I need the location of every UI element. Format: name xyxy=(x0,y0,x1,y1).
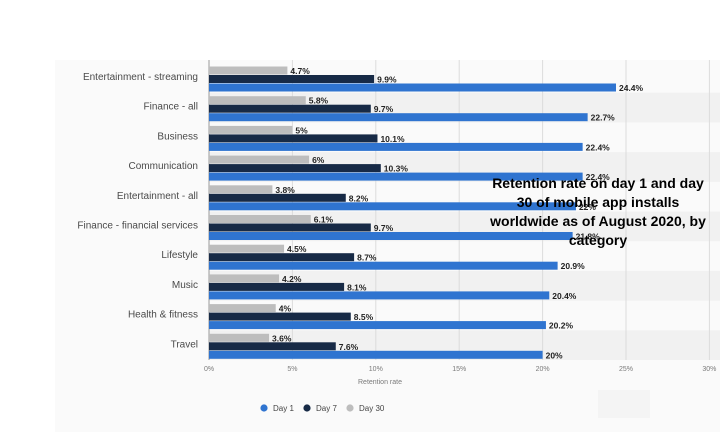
x-tick-label: 5% xyxy=(287,366,297,373)
bar-day-7[interactable] xyxy=(209,312,351,321)
bar-day-1[interactable] xyxy=(209,321,546,330)
bar-day-1[interactable] xyxy=(209,172,583,181)
category-label: Business xyxy=(157,131,198,142)
data-label: 4.7% xyxy=(290,66,310,76)
data-label: 22.4% xyxy=(586,172,611,182)
bar-day-1[interactable] xyxy=(209,350,543,359)
bar-day-7[interactable] xyxy=(209,75,375,83)
bar-day-7[interactable] xyxy=(209,223,371,232)
data-label: 22.4% xyxy=(586,142,611,152)
category-labels: Entertainment - streaming Finance - all Bu… xyxy=(77,72,198,350)
data-label: 4.2% xyxy=(282,274,302,284)
bar-day-1[interactable] xyxy=(209,291,550,300)
legend-swatch xyxy=(260,404,268,412)
bar-day-30[interactable] xyxy=(209,155,310,164)
legend-item-day-1[interactable]: Day 1 xyxy=(260,404,294,413)
bar-day-30[interactable] xyxy=(209,66,288,75)
bar-day-1[interactable] xyxy=(209,83,616,92)
x-tick-label: 25% xyxy=(619,366,633,373)
bar-day-30[interactable] xyxy=(209,304,276,313)
data-label: 9.7% xyxy=(374,223,394,233)
category-label: Finance - financial services xyxy=(77,221,198,232)
data-label: 8.5% xyxy=(354,312,374,322)
bar-day-30[interactable] xyxy=(209,215,311,223)
x-tick-label: 10% xyxy=(369,366,383,373)
data-label: 10.3% xyxy=(384,164,409,174)
data-label: 21.8% xyxy=(576,232,601,242)
data-label: 20% xyxy=(546,350,563,360)
bar-day-1[interactable] xyxy=(209,202,576,211)
bar-day-7[interactable] xyxy=(209,164,381,173)
data-label: 20.2% xyxy=(549,321,574,331)
decorative-box xyxy=(598,390,650,418)
data-label: 8.7% xyxy=(357,253,377,263)
bar-day-30[interactable] xyxy=(209,125,293,134)
chart-title: Retention rate on day 1 and day 30 of mo… xyxy=(490,175,706,248)
data-label: 20.4% xyxy=(552,291,577,301)
bar-day-30[interactable] xyxy=(209,244,285,253)
data-label: 22% xyxy=(579,202,596,212)
data-label: 4% xyxy=(279,304,292,314)
data-label: 3.6% xyxy=(272,333,292,343)
bar-day-1[interactable] xyxy=(209,261,558,270)
category-label: Entertainment - all xyxy=(117,191,198,202)
legend-swatch xyxy=(303,404,311,412)
bars xyxy=(209,66,616,359)
data-label: 5% xyxy=(295,125,308,135)
data-label: 6% xyxy=(312,155,325,165)
data-label: 3.8% xyxy=(275,185,295,195)
legend-label: Day 30 xyxy=(359,404,385,413)
x-axis-title: Retention rate xyxy=(358,379,402,386)
category-label: Entertainment - streaming xyxy=(83,72,198,83)
data-label: 20.9% xyxy=(561,261,586,271)
x-axis-ticks: 0%5%10%15%20%25%30%35%40% xyxy=(204,366,716,373)
legend-item-day-30[interactable]: Day 30 xyxy=(346,404,385,413)
category-label: Lifestyle xyxy=(161,250,198,261)
category-label: Finance - all xyxy=(144,102,198,113)
data-label: 10.1% xyxy=(380,134,405,144)
bar-day-30[interactable] xyxy=(209,274,280,283)
bar-day-1[interactable] xyxy=(209,142,583,151)
legend-label: Day 1 xyxy=(273,404,294,413)
data-label: 7.6% xyxy=(339,342,359,352)
bar-day-1[interactable] xyxy=(209,113,588,122)
bar-day-7[interactable] xyxy=(209,253,355,262)
legend[interactable]: Day 1 Day 7 Day 30 xyxy=(260,404,385,413)
bar-day-7[interactable] xyxy=(209,342,336,351)
bar-day-7[interactable] xyxy=(209,134,378,143)
category-label: Music xyxy=(172,280,198,291)
category-label: Health & fitness xyxy=(128,310,198,321)
data-label: 22.7% xyxy=(591,113,616,123)
data-label: 8.2% xyxy=(349,193,369,203)
bar-day-30[interactable] xyxy=(209,96,306,105)
data-label: 9.7% xyxy=(374,104,394,114)
data-label: 8.1% xyxy=(347,282,367,292)
data-label: 9.9% xyxy=(377,75,397,85)
x-tick-label: 30% xyxy=(702,366,716,373)
value-labels: 4.7% 5.8% 5% 6% 3.8% 6.1% 4.5% 4.2% 4% 3.6% 9.9% 9.… xyxy=(272,66,643,360)
x-tick-label: 15% xyxy=(452,366,466,373)
data-label: 24.4% xyxy=(619,83,644,93)
legend-swatch xyxy=(346,404,354,412)
category-label: Communication xyxy=(129,161,198,172)
bar-day-7[interactable] xyxy=(209,193,346,202)
x-tick-label: 0% xyxy=(204,366,214,373)
category-label: Travel xyxy=(171,339,198,350)
data-label: 5.8% xyxy=(309,96,329,106)
bar-day-1[interactable] xyxy=(209,232,573,240)
bar-day-7[interactable] xyxy=(209,282,345,291)
data-label: 4.5% xyxy=(287,244,307,254)
bar-day-30[interactable] xyxy=(209,185,273,194)
bar-day-30[interactable] xyxy=(209,333,270,342)
data-label: 6.1% xyxy=(314,215,334,225)
legend-item-day-7[interactable]: Day 7 xyxy=(303,404,337,413)
x-tick-label: 20% xyxy=(536,366,550,373)
legend-label: Day 7 xyxy=(316,404,337,413)
bar-day-7[interactable] xyxy=(209,104,371,113)
